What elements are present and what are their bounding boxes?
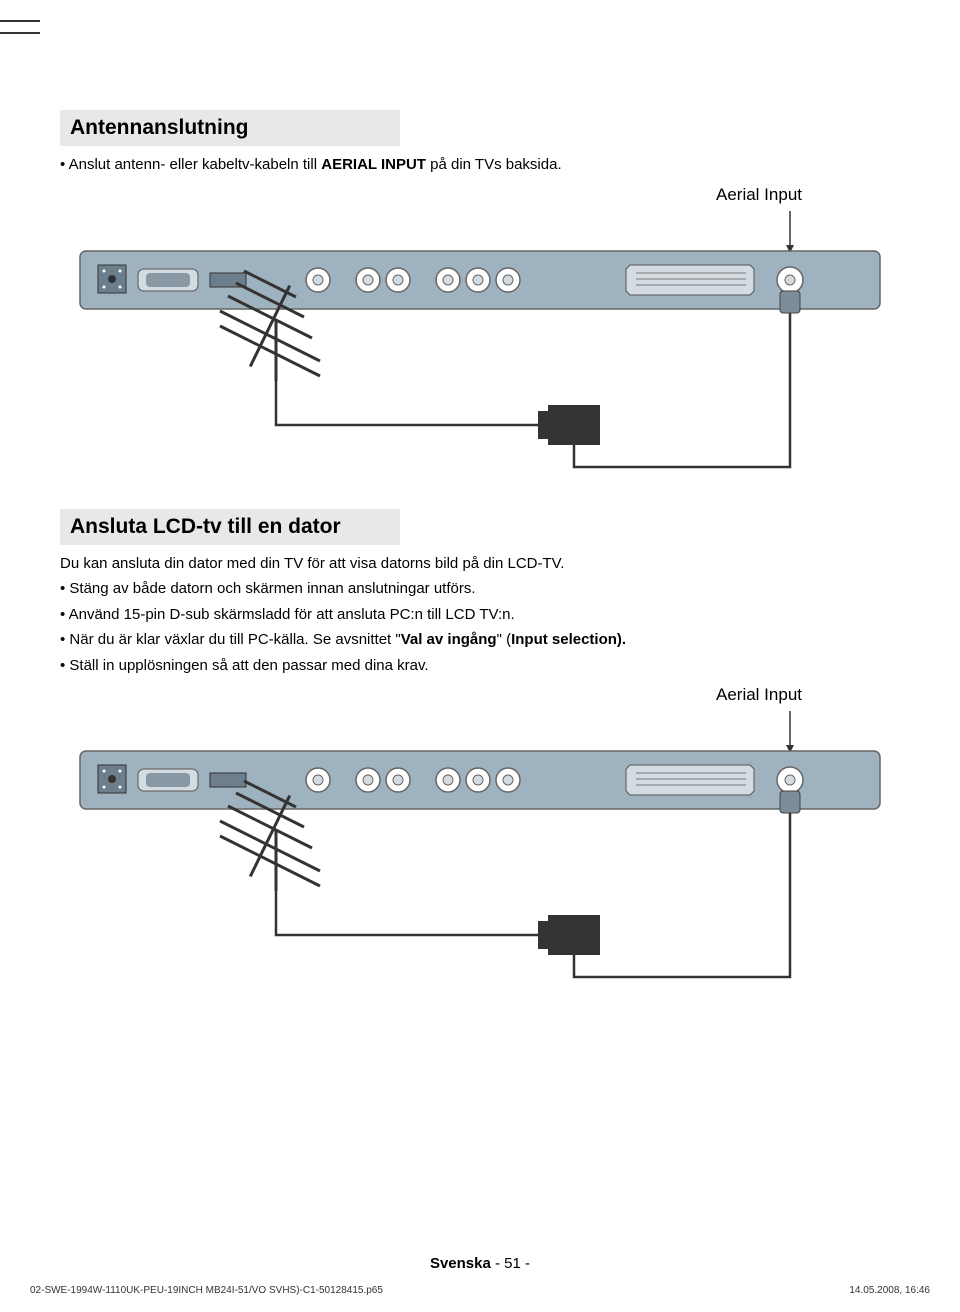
pc-line3: • Använd 15-pin D-sub skärmsladd för att… xyxy=(60,604,900,627)
page-edge-marks xyxy=(0,20,40,44)
footer-lang: Svenska xyxy=(430,1255,491,1272)
pc-line2: • Stäng av både datorn och skärmen innan… xyxy=(60,578,900,601)
heading-pc: Ansluta LCD-tv till en dator xyxy=(60,509,400,545)
text: • När du är klar växlar du till PC-källa… xyxy=(60,631,401,648)
pc-line4: • När du är klar växlar du till PC-källa… xyxy=(60,629,900,652)
pc-line5: • Ställ in upplösningen så att den passa… xyxy=(60,655,900,678)
bold-text: Input selection). xyxy=(511,631,626,648)
pc-line1: Du kan ansluta din dator med din TV för … xyxy=(60,553,900,576)
bold-text: Val av ingång xyxy=(401,631,497,648)
footer-page: - 51 - xyxy=(491,1255,530,1272)
heading-antenna: Antennanslutning xyxy=(60,110,400,146)
antenna-instruction: • Anslut antenn- eller kabeltv-kabeln ti… xyxy=(60,154,900,177)
page-footer: Svenska - 51 - xyxy=(0,1255,960,1272)
page-content: Antennanslutning • Anslut antenn- eller … xyxy=(0,0,960,1001)
footer-meta: 02-SWE-1994W-1110UK-PEU-19INCH MB24I-51/… xyxy=(30,1285,930,1296)
text: " ( xyxy=(497,631,512,648)
text: • Anslut antenn- eller kabeltv-kabeln ti… xyxy=(60,156,321,173)
footer-date: 14.05.2008, 16:46 xyxy=(849,1285,930,1296)
antenna-diagram-1 xyxy=(60,211,900,491)
aerial-input-label-2: Aerial Input xyxy=(60,685,900,705)
text: på din TVs baksida. xyxy=(426,156,562,173)
footer-file: 02-SWE-1994W-1110UK-PEU-19INCH MB24I-51/… xyxy=(30,1285,383,1296)
bold-text: AERIAL INPUT xyxy=(321,156,426,173)
antenna-diagram-2 xyxy=(60,711,900,1001)
aerial-input-label-1: Aerial Input xyxy=(60,185,900,205)
